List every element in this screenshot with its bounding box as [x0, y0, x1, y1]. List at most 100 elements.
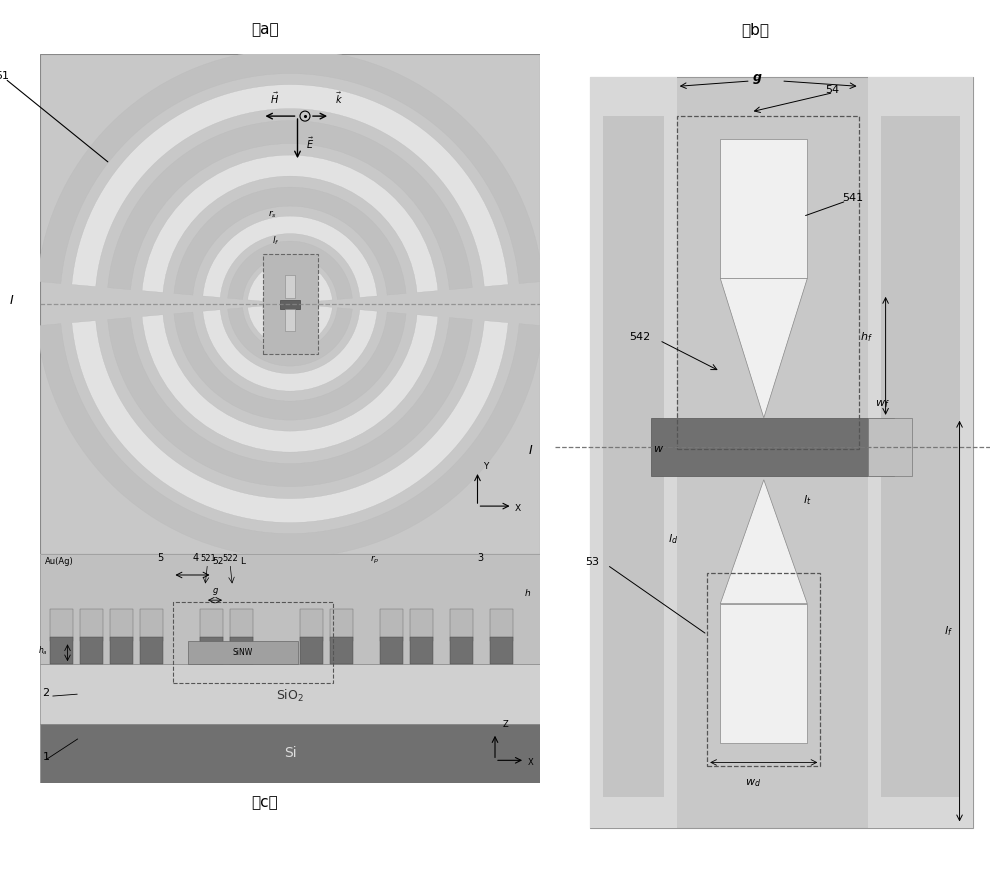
Wedge shape — [72, 84, 508, 287]
Text: X: X — [528, 758, 533, 766]
Bar — [330, 637, 352, 664]
Wedge shape — [174, 187, 406, 295]
Bar — [50, 609, 72, 642]
Bar — [450, 637, 473, 664]
Text: 542: 542 — [629, 333, 650, 342]
Wedge shape — [72, 320, 508, 523]
Bar — [50, 637, 72, 664]
Text: Si: Si — [284, 746, 296, 760]
Text: w: w — [653, 444, 662, 454]
Wedge shape — [37, 324, 543, 558]
Text: h: h — [525, 589, 531, 598]
Bar — [380, 637, 402, 664]
Wedge shape — [248, 261, 332, 301]
Text: SiNW: SiNW — [232, 649, 253, 657]
Text: I: I — [529, 444, 533, 457]
Wedge shape — [248, 306, 332, 346]
Wedge shape — [228, 308, 352, 366]
Text: Y: Y — [484, 462, 489, 471]
Wedge shape — [228, 241, 352, 299]
Polygon shape — [720, 480, 807, 604]
Text: g: g — [212, 586, 218, 595]
Bar — [280, 299, 300, 309]
Text: $l_f$: $l_f$ — [944, 625, 953, 639]
Wedge shape — [174, 312, 406, 420]
Text: $\vec{k}$: $\vec{k}$ — [335, 91, 343, 106]
Text: $\vec{H}$: $\vec{H}$ — [270, 91, 280, 106]
Bar — [173, 603, 332, 683]
Bar — [651, 418, 894, 476]
Bar — [677, 116, 859, 449]
Bar — [380, 609, 402, 642]
Wedge shape — [108, 121, 472, 290]
Text: $\vec{E}$: $\vec{E}$ — [306, 136, 315, 150]
Text: I: I — [10, 294, 14, 306]
Wedge shape — [142, 155, 438, 292]
Bar — [590, 77, 973, 828]
Bar — [285, 275, 295, 297]
Bar — [720, 604, 807, 743]
Bar — [603, 116, 664, 797]
Text: $r_s$: $r_s$ — [268, 208, 276, 220]
Text: $h_a$: $h_a$ — [38, 645, 47, 657]
Bar — [590, 77, 677, 828]
Bar — [868, 77, 973, 828]
Wedge shape — [37, 49, 543, 283]
Text: X: X — [515, 504, 521, 513]
Text: 53: 53 — [585, 557, 599, 567]
Text: （c）: （c） — [252, 795, 278, 810]
Text: g: g — [753, 71, 762, 84]
Bar — [868, 418, 912, 476]
Text: SiO$_2$: SiO$_2$ — [276, 688, 304, 704]
Bar — [40, 664, 540, 723]
Bar — [80, 609, 103, 642]
Bar — [230, 637, 252, 664]
Bar — [188, 642, 298, 664]
Text: L: L — [240, 556, 245, 566]
Text: 521: 521 — [200, 554, 216, 563]
Bar — [140, 609, 162, 642]
Bar — [300, 609, 322, 642]
Bar — [410, 609, 432, 642]
Text: $w_d$: $w_d$ — [745, 778, 761, 789]
Text: $w_f$: $w_f$ — [875, 399, 890, 410]
Text: （a）: （a） — [251, 22, 279, 38]
Text: Au(Ag): Au(Ag) — [45, 556, 74, 566]
Text: 51: 51 — [0, 70, 9, 81]
Bar — [230, 609, 252, 642]
Bar — [285, 309, 295, 331]
Wedge shape — [142, 315, 438, 452]
Text: 5: 5 — [158, 554, 164, 563]
Wedge shape — [203, 310, 377, 391]
Text: $l_t$: $l_t$ — [803, 493, 811, 507]
Text: 541: 541 — [842, 193, 863, 203]
Text: 3: 3 — [478, 554, 484, 563]
Bar — [490, 609, 512, 642]
Wedge shape — [108, 318, 472, 487]
Bar — [300, 637, 322, 664]
Bar — [330, 609, 352, 642]
Bar — [881, 116, 960, 797]
Bar — [110, 637, 132, 664]
Wedge shape — [203, 216, 377, 297]
Text: 54: 54 — [825, 84, 839, 94]
Bar — [200, 637, 222, 664]
Bar — [80, 637, 103, 664]
Bar — [707, 573, 820, 766]
Bar — [410, 637, 432, 664]
Bar — [110, 609, 132, 642]
Text: 1: 1 — [42, 752, 50, 762]
Bar — [490, 637, 512, 664]
Text: （b）: （b） — [741, 22, 769, 38]
Text: 4: 4 — [192, 554, 199, 563]
Text: 522: 522 — [222, 554, 238, 563]
Bar — [40, 554, 540, 664]
Bar — [40, 723, 540, 783]
Bar — [200, 609, 222, 642]
Text: Z: Z — [503, 720, 508, 730]
Text: $l_f$: $l_f$ — [272, 235, 280, 247]
Bar — [140, 637, 162, 664]
Text: $l_d$: $l_d$ — [668, 532, 678, 546]
Bar — [262, 253, 318, 354]
Text: $r_p$: $r_p$ — [370, 554, 379, 566]
